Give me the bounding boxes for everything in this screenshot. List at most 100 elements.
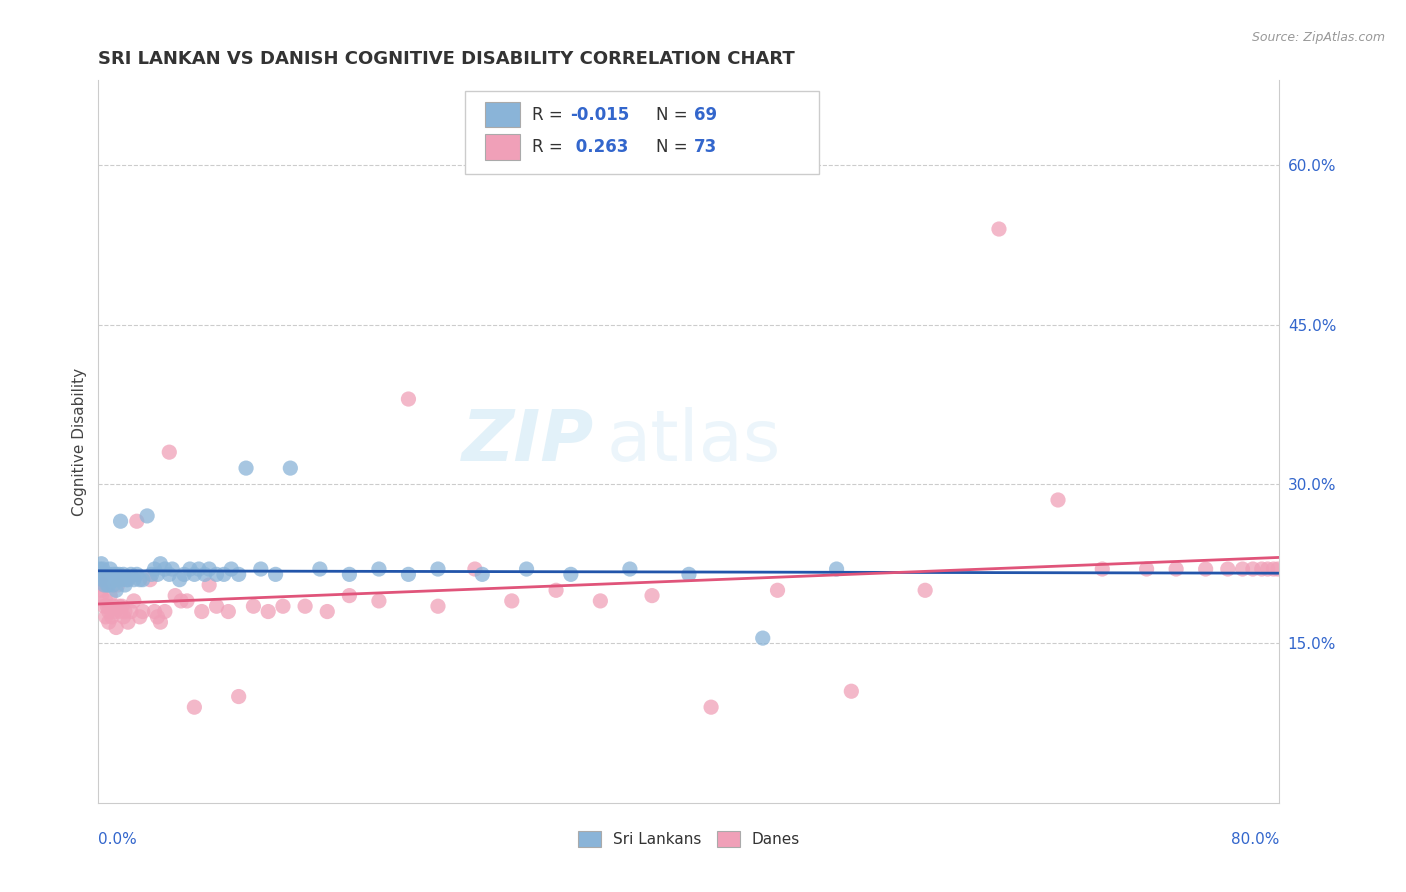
Point [103, 578, 125, 592]
Point [1257, 562, 1279, 576]
Point [194, 567, 217, 582]
Point [96, 599, 118, 614]
Point [179, 562, 201, 576]
Point [98, 573, 121, 587]
Point [165, 589, 187, 603]
Text: R =: R = [531, 105, 568, 124]
Text: 0.0%: 0.0% [98, 831, 138, 847]
Point [1232, 562, 1254, 576]
Point [94, 594, 117, 608]
Point [766, 583, 789, 598]
Point [139, 573, 162, 587]
Point [1263, 562, 1285, 576]
Point [678, 567, 700, 582]
Point [115, 573, 138, 587]
Text: R =: R = [531, 138, 568, 156]
Point [111, 599, 134, 614]
Point [398, 567, 420, 582]
Point [368, 594, 391, 608]
Point [97, 615, 120, 630]
Point [125, 567, 148, 582]
Point [176, 594, 198, 608]
Point [1091, 562, 1114, 576]
Point [516, 562, 538, 576]
Text: ZIP: ZIP [463, 407, 595, 476]
Point [825, 562, 848, 576]
Point [96, 578, 118, 592]
Point [1195, 562, 1218, 576]
Point [173, 567, 195, 582]
Point [120, 567, 142, 582]
Point [560, 567, 582, 582]
Point [93, 599, 115, 614]
Point [841, 684, 863, 698]
Point [93, 578, 115, 592]
Point [117, 615, 139, 630]
FancyBboxPatch shape [464, 91, 818, 174]
Point [242, 599, 264, 614]
Point [105, 583, 128, 598]
Point [94, 573, 117, 587]
Point [136, 508, 159, 523]
Text: 69: 69 [693, 105, 717, 124]
FancyBboxPatch shape [485, 102, 520, 128]
Point [104, 605, 127, 619]
Point [339, 567, 361, 582]
Point [90, 567, 112, 582]
Point [90, 589, 112, 603]
Point [368, 562, 391, 576]
Point [107, 578, 129, 592]
Text: 73: 73 [693, 138, 717, 156]
Point [235, 461, 257, 475]
Point [271, 599, 294, 614]
Point [198, 562, 221, 576]
Text: N =: N = [655, 105, 693, 124]
Point [94, 567, 117, 582]
Point [97, 567, 120, 582]
Point [128, 610, 150, 624]
Point [157, 567, 180, 582]
Point [153, 605, 176, 619]
Point [250, 562, 273, 576]
Point [1250, 562, 1272, 576]
Point [114, 605, 136, 619]
Point [91, 578, 114, 592]
Point [183, 567, 205, 582]
Text: 0.263: 0.263 [569, 138, 628, 156]
Text: atlas: atlas [606, 407, 780, 476]
Point [914, 583, 936, 598]
Point [619, 562, 641, 576]
Point [112, 610, 135, 624]
Point [162, 562, 183, 576]
Point [98, 589, 121, 603]
Point [90, 583, 112, 598]
Legend: Sri Lankans, Danes: Sri Lankans, Danes [572, 825, 806, 853]
Point [205, 567, 228, 582]
Point [427, 599, 450, 614]
Point [105, 620, 128, 634]
Point [280, 461, 302, 475]
Point [149, 615, 172, 630]
Point [125, 514, 148, 528]
Point [120, 605, 142, 619]
Point [103, 567, 125, 582]
Point [112, 567, 135, 582]
Point [1136, 562, 1159, 576]
Point [264, 567, 287, 582]
Point [988, 222, 1011, 236]
Point [1267, 562, 1289, 576]
Point [103, 599, 125, 614]
Point [100, 610, 122, 624]
Point [146, 610, 169, 624]
Text: -0.015: -0.015 [569, 105, 628, 124]
Point [105, 567, 128, 582]
Point [183, 700, 205, 714]
Point [257, 605, 280, 619]
Text: 80.0%: 80.0% [1232, 831, 1279, 847]
Point [1166, 562, 1188, 576]
Text: N =: N = [655, 138, 693, 156]
Point [398, 392, 420, 406]
Point [1241, 562, 1264, 576]
Point [309, 562, 332, 576]
Point [153, 562, 176, 576]
